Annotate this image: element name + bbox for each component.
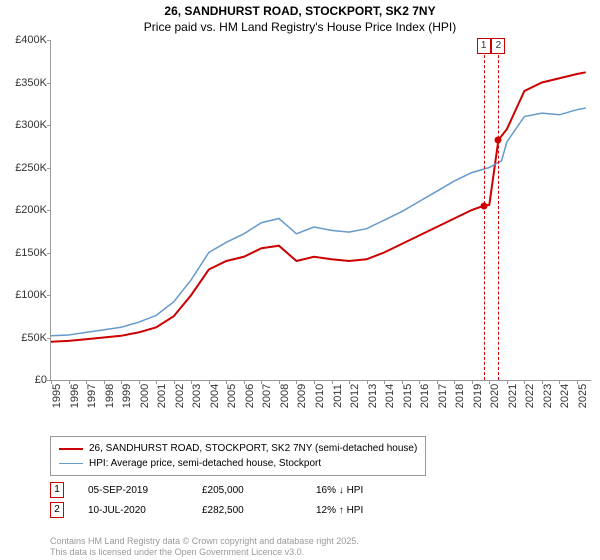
- x-axis-label: 2002: [174, 384, 186, 408]
- plot-region: £0£50K£100K£150K£200K£250K£300K£350K£400…: [50, 40, 591, 381]
- marker-dot: [495, 136, 502, 143]
- legend: 26, SANDHURST ROAD, STOCKPORT, SK2 7NY (…: [50, 436, 426, 476]
- x-axis-label: 2025: [577, 384, 589, 408]
- x-axis-label: 2007: [261, 384, 273, 408]
- x-axis-label: 2000: [139, 384, 151, 408]
- series-price_paid: [51, 72, 586, 341]
- transaction-row: 1 05-SEP-2019 £205,000 16% ↓ HPI: [50, 480, 406, 500]
- y-axis-label: £150K: [3, 247, 47, 259]
- transaction-price: £205,000: [202, 485, 292, 496]
- chart-subtitle: Price paid vs. HM Land Registry's House …: [0, 20, 600, 36]
- marker-vline: [484, 40, 485, 380]
- x-axis-label: 2008: [279, 384, 291, 408]
- x-axis-label: 2013: [367, 384, 379, 408]
- transaction-price: £282,500: [202, 505, 292, 516]
- y-axis-label: £0: [3, 374, 47, 386]
- y-axis-label: £250K: [3, 162, 47, 174]
- x-axis-label: 2024: [559, 384, 571, 408]
- y-axis-label: £200K: [3, 204, 47, 216]
- marker-vline: [498, 40, 499, 380]
- x-axis-label: 2006: [244, 384, 256, 408]
- transaction-delta: 12% ↑ HPI: [316, 505, 406, 516]
- marker-label: 2: [491, 38, 505, 54]
- legend-swatch: [59, 463, 83, 465]
- legend-label: HPI: Average price, semi-detached house,…: [89, 456, 321, 471]
- transaction-delta: 16% ↓ HPI: [316, 485, 406, 496]
- x-axis-label: 2019: [472, 384, 484, 408]
- x-axis-label: 1995: [51, 384, 63, 408]
- transaction-marker: 2: [50, 502, 64, 518]
- x-axis-label: 2016: [419, 384, 431, 408]
- line-svg: [51, 40, 591, 380]
- chart-container: 26, SANDHURST ROAD, STOCKPORT, SK2 7NY P…: [0, 0, 600, 560]
- x-axis-label: 1998: [104, 384, 116, 408]
- legend-label: 26, SANDHURST ROAD, STOCKPORT, SK2 7NY (…: [89, 441, 417, 456]
- x-axis-label: 2020: [489, 384, 501, 408]
- footer-line2: This data is licensed under the Open Gov…: [50, 547, 359, 558]
- x-axis-label: 2022: [524, 384, 536, 408]
- footer-attribution: Contains HM Land Registry data © Crown c…: [50, 536, 359, 558]
- y-axis-label: £350K: [3, 77, 47, 89]
- legend-swatch: [59, 448, 83, 450]
- marker-label: 1: [477, 38, 491, 54]
- x-axis-label: 2015: [402, 384, 414, 408]
- transaction-date: 10-JUL-2020: [88, 505, 178, 516]
- x-axis-label: 2011: [332, 384, 344, 408]
- x-axis-label: 2017: [437, 384, 449, 408]
- footer-line1: Contains HM Land Registry data © Crown c…: [50, 536, 359, 547]
- x-axis-label: 2023: [542, 384, 554, 408]
- x-axis-label: 1997: [86, 384, 98, 408]
- y-axis-label: £400K: [3, 34, 47, 46]
- chart-title: 26, SANDHURST ROAD, STOCKPORT, SK2 7NY: [0, 0, 600, 20]
- x-axis-label: 2001: [156, 384, 168, 408]
- legend-item: 26, SANDHURST ROAD, STOCKPORT, SK2 7NY (…: [59, 441, 417, 456]
- transaction-date: 05-SEP-2019: [88, 485, 178, 496]
- chart-area: £0£50K£100K£150K£200K£250K£300K£350K£400…: [50, 40, 590, 400]
- y-axis-label: £50K: [3, 332, 47, 344]
- transaction-table: 1 05-SEP-2019 £205,000 16% ↓ HPI 2 10-JUL-202…: [50, 480, 406, 520]
- x-axis-label: 2004: [209, 384, 221, 408]
- legend-item: HPI: Average price, semi-detached house,…: [59, 456, 417, 471]
- marker-dot: [480, 202, 487, 209]
- x-axis-label: 2009: [296, 384, 308, 408]
- series-hpi: [51, 108, 586, 336]
- transaction-row: 2 10-JUL-2020 £282,500 12% ↑ HPI: [50, 500, 406, 520]
- x-axis-label: 2003: [191, 384, 203, 408]
- x-axis-label: 2014: [384, 384, 396, 408]
- y-axis-label: £100K: [3, 289, 47, 301]
- x-axis-label: 2021: [507, 384, 519, 408]
- x-axis-label: 2005: [226, 384, 238, 408]
- y-axis-label: £300K: [3, 119, 47, 131]
- x-axis-label: 1999: [121, 384, 133, 408]
- x-axis-label: 2012: [349, 384, 361, 408]
- x-axis-label: 2010: [314, 384, 326, 408]
- x-axis-label: 1996: [69, 384, 81, 408]
- transaction-marker: 1: [50, 482, 64, 498]
- x-axis-label: 2018: [454, 384, 466, 408]
